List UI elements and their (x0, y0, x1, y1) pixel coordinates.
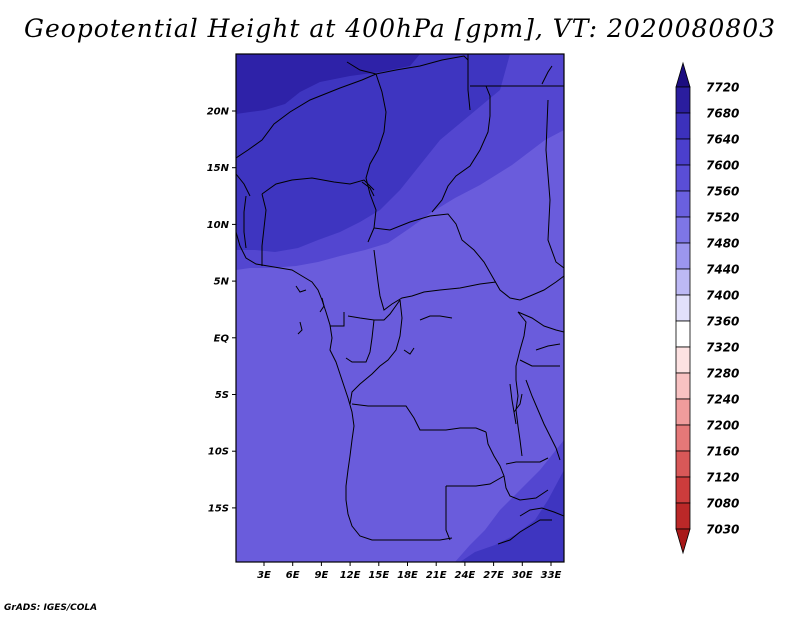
colorbar: 7720 7680 7640 7600 7560 7520 7480 7440 7400 7360… (675, 61, 739, 555)
lon-label: 18E (397, 570, 418, 581)
colorbar-swatch (675, 450, 691, 478)
lat-label: 10N (207, 220, 230, 231)
lat-label: 15N (207, 163, 230, 174)
colorbar-swatch (675, 294, 691, 322)
lon-label: 27E (483, 570, 504, 581)
colorbar-label: 7720 (706, 81, 739, 95)
colorbar-swatch (675, 398, 691, 426)
lat-label: 10S (208, 447, 229, 458)
lat-label: 5S (215, 390, 229, 401)
lat-label: 5N (214, 277, 230, 288)
map-frame (235, 53, 565, 563)
lon-label: 33E (541, 570, 562, 581)
colorbar-swatch (675, 242, 691, 270)
colorbar-label: 7680 (706, 107, 739, 121)
colorbar-label: 7440 (706, 263, 739, 277)
colorbar-label: 7360 (706, 315, 739, 329)
colorbar-swatch (675, 502, 691, 530)
latitude-axis: 20N 15N 10N 5N EQ 5S 10S 15S (207, 107, 236, 514)
colorbar-swatch (675, 112, 691, 140)
colorbar-bottom-arrow (675, 528, 691, 555)
colorbar-label: 7240 (706, 393, 739, 407)
lon-label: 12E (340, 570, 361, 581)
lat-label: 20N (207, 107, 230, 118)
colorbar-swatch (675, 476, 691, 504)
lon-label: 3E (257, 570, 271, 581)
colorbar-top-arrow (675, 61, 691, 88)
colorbar-swatch (675, 268, 691, 296)
lon-label: 24E (455, 570, 476, 581)
colorbar-swatch (675, 320, 691, 348)
lon-label: 21E (426, 570, 447, 581)
borders (236, 54, 564, 545)
colorbar-swatch (675, 346, 691, 374)
colorbar-label: 7480 (706, 237, 739, 251)
colorbar-label: 7200 (706, 419, 739, 433)
lat-label: EQ (214, 333, 230, 344)
height-field (236, 54, 564, 562)
colorbar-label: 7600 (706, 159, 739, 173)
colorbar-label: 7400 (706, 289, 739, 303)
colorbar-label: 7520 (706, 211, 739, 225)
field-7680 (236, 54, 420, 114)
field-7640-south (460, 470, 564, 562)
colorbar-label: 7640 (706, 133, 739, 147)
colorbar-swatch (675, 190, 691, 218)
colorbar-swatch (675, 216, 691, 244)
lon-label: 6E (286, 570, 300, 581)
colorbar-swatch (675, 86, 691, 114)
lon-label: 30E (512, 570, 533, 581)
colorbar-label: 7080 (706, 497, 739, 511)
colorbar-swatch (675, 164, 691, 192)
lon-label: 15E (368, 570, 389, 581)
colorbar-swatch (675, 372, 691, 400)
colorbar-label: 7160 (706, 445, 739, 459)
colorbar-label: 7560 (706, 185, 739, 199)
colorbar-label: 7030 (706, 523, 739, 537)
colorbar-label: 7320 (706, 341, 739, 355)
grads-credit: GrADS: IGES/COLA (4, 603, 98, 613)
lon-label: 9E (315, 570, 329, 581)
longitude-axis: 3E 6E 9E 12E 15E 18E 21E 24E 27E 30E 33E (257, 562, 562, 581)
map-title: Geopotential Height at 400hPa [gpm], VT:… (23, 14, 777, 43)
lat-label: 15S (208, 503, 229, 514)
colorbar-swatch (675, 424, 691, 452)
colorbar-label: 7280 (706, 367, 739, 381)
colorbar-swatch (675, 138, 691, 166)
colorbar-label: 7120 (706, 471, 739, 485)
